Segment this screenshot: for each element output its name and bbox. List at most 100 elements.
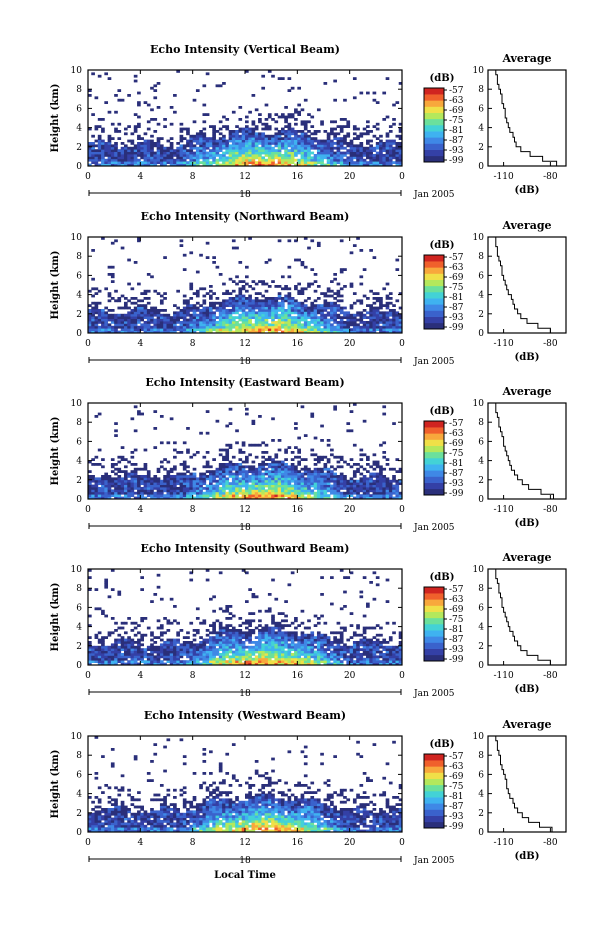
heatmap-cell bbox=[333, 407, 337, 411]
heatmap-cell bbox=[209, 489, 213, 493]
heatmap-cell bbox=[235, 463, 239, 466]
heatmap-cell bbox=[261, 648, 266, 651]
heatmap-cell bbox=[173, 638, 177, 642]
y-tick-label: 6 bbox=[76, 271, 82, 281]
heatmap-cell bbox=[137, 134, 141, 138]
heatmap-cell bbox=[369, 161, 373, 164]
heatmap-cell bbox=[192, 453, 197, 457]
heatmap-cell bbox=[189, 154, 194, 157]
heatmap-cell bbox=[169, 318, 174, 322]
heatmap-cell bbox=[316, 460, 321, 464]
heatmap-cell bbox=[274, 477, 279, 481]
heatmap-cell bbox=[215, 163, 220, 167]
heatmap-cell bbox=[225, 292, 230, 295]
heatmap-cell bbox=[248, 479, 252, 483]
profile-y-tick-label: 4 bbox=[478, 124, 484, 134]
heatmap-cell bbox=[228, 460, 233, 464]
heatmap-cell bbox=[120, 328, 125, 331]
heatmap-cell bbox=[91, 294, 95, 298]
heatmap-cell bbox=[94, 139, 99, 143]
heatmap-cell bbox=[159, 624, 164, 627]
heatmap-cell bbox=[222, 316, 226, 319]
heatmap-cell bbox=[284, 475, 288, 478]
heatmap-cell bbox=[297, 113, 301, 116]
heatmap-cell bbox=[156, 653, 161, 656]
heatmap-cell bbox=[245, 494, 249, 497]
heatmap-cell bbox=[91, 660, 95, 663]
heatmap-cell bbox=[241, 484, 246, 488]
heatmap-cell bbox=[398, 496, 403, 500]
heatmap-cell bbox=[189, 657, 194, 661]
heatmap-cell bbox=[94, 330, 99, 334]
heatmap-cell bbox=[97, 158, 102, 162]
heatmap-cell bbox=[114, 239, 118, 243]
heatmap-cell bbox=[212, 154, 216, 157]
x-tick-label: 8 bbox=[190, 505, 196, 515]
heatmap-cell bbox=[320, 491, 324, 495]
heatmap-cell bbox=[254, 325, 259, 329]
heatmap-cell bbox=[277, 494, 282, 497]
heatmap-cell bbox=[218, 465, 223, 469]
heatmap-cell bbox=[349, 465, 354, 469]
heatmap-cell bbox=[169, 597, 174, 601]
heatmap-cell bbox=[123, 477, 128, 481]
heatmap-cell bbox=[225, 641, 230, 644]
heatmap-cell bbox=[248, 453, 252, 457]
heatmap-cell bbox=[231, 156, 236, 160]
heatmap-cell bbox=[209, 309, 213, 312]
heatmap-cell bbox=[359, 163, 364, 167]
heatmap-cell bbox=[238, 325, 243, 329]
heatmap-cell bbox=[228, 631, 233, 635]
heatmap-cell bbox=[225, 311, 230, 315]
heatmap-cell bbox=[379, 316, 383, 319]
heatmap-cell bbox=[385, 458, 390, 461]
profile-y-tick-label: 4 bbox=[478, 457, 484, 467]
heatmap-cell bbox=[303, 472, 308, 476]
heatmap-cell bbox=[182, 137, 187, 140]
heatmap-cell bbox=[186, 650, 190, 654]
heatmap-cell bbox=[258, 629, 262, 632]
heatmap-cell bbox=[287, 292, 292, 295]
heatmap-cell bbox=[307, 313, 311, 317]
heatmap-cell bbox=[107, 163, 112, 167]
heatmap-cell bbox=[104, 151, 109, 155]
heatmap-cell bbox=[104, 645, 109, 649]
heatmap-cell bbox=[241, 306, 246, 310]
heatmap-cell bbox=[150, 479, 154, 483]
heatmap-cell bbox=[264, 650, 269, 654]
heatmap-cell bbox=[176, 161, 180, 164]
heatmap-cell bbox=[316, 323, 321, 327]
heatmap-cell bbox=[225, 313, 230, 317]
heatmap-cell bbox=[254, 311, 259, 315]
heatmap-cell bbox=[137, 645, 141, 649]
heatmap-cell bbox=[166, 477, 171, 481]
heatmap-cell bbox=[339, 472, 344, 476]
heatmap-cell bbox=[251, 629, 256, 632]
heatmap-cell bbox=[313, 137, 318, 140]
heatmap-cell bbox=[261, 455, 266, 459]
heatmap-cell bbox=[307, 297, 311, 300]
heatmap-cell bbox=[199, 650, 203, 654]
heatmap-cell bbox=[323, 467, 328, 471]
heatmap-cell bbox=[343, 158, 347, 162]
heatmap-cell bbox=[159, 328, 164, 331]
heatmap-cell bbox=[307, 323, 311, 327]
heatmap-cell bbox=[189, 330, 194, 334]
heatmap-cell bbox=[159, 631, 164, 635]
heatmap-cell bbox=[169, 158, 174, 162]
heatmap-cell bbox=[241, 479, 246, 483]
heatmap-cell bbox=[300, 330, 305, 334]
heatmap-cell bbox=[212, 156, 216, 160]
heatmap-cell bbox=[179, 163, 184, 167]
heatmap-cell bbox=[366, 325, 370, 329]
heatmap-cell bbox=[231, 660, 236, 663]
heatmap-cell bbox=[366, 149, 370, 152]
heatmap-cell bbox=[261, 489, 266, 493]
heatmap-cell bbox=[254, 306, 259, 310]
heatmap-cell bbox=[235, 142, 239, 145]
heatmap-cell bbox=[333, 146, 337, 150]
heatmap-cell bbox=[114, 496, 118, 500]
heatmap-cell bbox=[104, 318, 109, 322]
heatmap-cell bbox=[94, 496, 99, 500]
heatmap-cell bbox=[166, 475, 171, 478]
